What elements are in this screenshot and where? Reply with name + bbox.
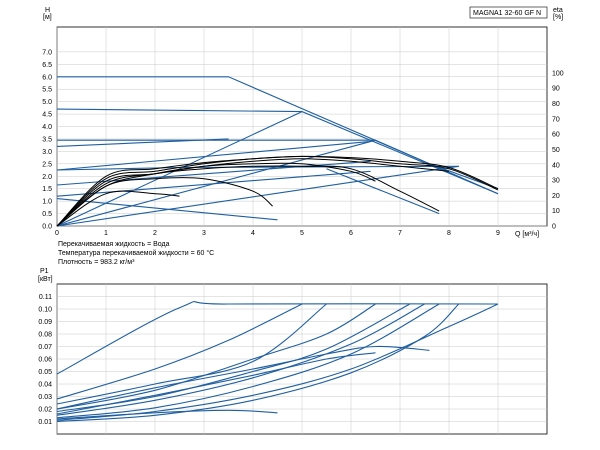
top-series-line-9 — [56, 170, 371, 197]
bottom-series-line-2 — [56, 303, 376, 410]
note-fluid: Перекачиваемая жидкость = Вода — [58, 241, 170, 248]
bottom-series-group — [56, 301, 499, 423]
bottom-series-line-7 — [56, 303, 411, 413]
top-y-tick-label: 3.0 — [42, 149, 52, 156]
top-y-axis-label-line2: [м] — [43, 14, 52, 21]
top-x-tick-label: 0 — [55, 230, 59, 237]
bottom-series-line-9 — [56, 345, 430, 410]
top-y2-tick-label: 30 — [552, 178, 560, 185]
top-y-tick-label: 1.5 — [42, 186, 52, 193]
top-y2-tick-label: 20 — [552, 193, 560, 200]
top-x-tick-label: 4 — [251, 230, 255, 237]
top-x-tick-label: 6 — [349, 230, 353, 237]
top-y2-tick-label: 70 — [552, 116, 560, 123]
bottom-series-line-0 — [56, 301, 499, 375]
top-y-tick-label: 1.0 — [42, 199, 52, 206]
bottom-y-tick-label: 0.04 — [38, 382, 52, 389]
top-x-axis-label: Q [м³/ч] — [515, 231, 539, 238]
top-series-line-14 — [56, 155, 499, 227]
top-y2-tick-label: 40 — [552, 162, 560, 169]
bottom-y-tick-labels: 0.01 0.02 0.03 0.04 0.05 0.06 0.07 0.08 0.09 0.10… — [38, 294, 52, 426]
bottom-y-tick-label: 0.09 — [38, 319, 52, 326]
bottom-series-line-10 — [56, 352, 376, 415]
bottom-series-line-11 — [56, 409, 278, 420]
top-series-line-12 — [326, 168, 440, 215]
top-x-tick-label: 2 — [153, 230, 157, 237]
top-x-tick-label: 8 — [447, 230, 451, 237]
top-y2-tick-labels: 0 10 20 30 40 50 60 70 80 90 100 — [552, 70, 564, 230]
top-y-tick-label: 0.0 — [42, 224, 52, 231]
top-y-tick-label: 6.0 — [42, 74, 52, 81]
top-x-tick-label: 9 — [496, 230, 500, 237]
top-series-line-11 — [56, 198, 278, 221]
top-y-tick-labels: 0.0 0.5 1.0 1.5 2.0 2.5 3.0 3.5 4.0 4.5 5.0 5.5 6.0 6… — [42, 49, 52, 230]
top-y2-tick-label: 10 — [552, 208, 560, 215]
bottom-series-line-1 — [56, 303, 303, 400]
bottom-series-line-6 — [56, 303, 440, 419]
top-x-tick-label: 5 — [300, 230, 304, 237]
bottom-y-tick-label: 0.02 — [38, 407, 52, 414]
bottom-series-line-8 — [56, 303, 327, 405]
top-y2-tick-label: 0 — [552, 224, 556, 231]
bottom-y-axis-label-line2: [кВт] — [38, 276, 53, 283]
top-y-tick-label: 2.0 — [42, 174, 52, 181]
top-x-tick-label: 3 — [202, 230, 206, 237]
top-series-line-6 — [56, 165, 459, 227]
bottom-series-line-3 — [56, 303, 425, 416]
top-x-tick-labels: 0 1 2 3 4 5 6 7 8 9 — [55, 230, 500, 237]
top-y2-tick-label: 100 — [552, 70, 564, 77]
bottom-series-line-5 — [56, 303, 460, 423]
top-y2-tick-label: 80 — [552, 101, 560, 108]
top-x-tick-label: 7 — [398, 230, 402, 237]
top-series-line-18 — [56, 190, 180, 227]
bottom-y-tick-label: 0.03 — [38, 394, 52, 401]
top-series-line-16 — [56, 165, 440, 227]
top-y-tick-label: 0.5 — [42, 211, 52, 218]
bottom-y-axis-label-line1: P1 — [40, 268, 49, 275]
top-y-tick-label: 2.5 — [42, 161, 52, 168]
top-y-tick-label: 5.0 — [42, 99, 52, 106]
top-y-tick-label: 4.5 — [42, 112, 52, 119]
bottom-y-tick-label: 0.05 — [38, 369, 52, 376]
top-series-line-10 — [56, 138, 229, 147]
bottom-series-line-4 — [56, 303, 499, 421]
top-series-group — [56, 76, 499, 227]
top-y-tick-label: 3.5 — [42, 136, 52, 143]
top-y2-tick-label: 90 — [552, 86, 560, 93]
note-temperature: Температура перекачиваемой жидкости = 60… — [58, 249, 214, 257]
bottom-y-tick-label: 0.01 — [38, 419, 52, 426]
top-y2-axis-label-line2: [%] — [553, 14, 563, 21]
bottom-y-tick-label: 0.06 — [38, 357, 52, 364]
top-series-line-15 — [56, 158, 450, 227]
top-y-tick-label: 7.0 — [42, 49, 52, 56]
top-y2-axis-label-line1: eta — [553, 7, 563, 14]
top-series-line-0 — [57, 76, 499, 190]
top-y-axis-label-line1: H — [45, 7, 50, 14]
bottom-y-tick-label: 0.11 — [39, 294, 52, 301]
note-density: Плотность = 983.2 кг/м³ — [58, 259, 135, 266]
top-series-line-19 — [56, 162, 376, 227]
top-y-tick-label: 6.5 — [42, 62, 52, 69]
top-y-tick-label: 4.0 — [42, 124, 52, 131]
title-box — [469, 6, 548, 19]
top-y-tick-label: 5.5 — [42, 87, 52, 94]
top-x-tick-label: 1 — [104, 230, 108, 237]
top-y2-tick-label: 50 — [552, 147, 560, 154]
top-y2-tick-label: 60 — [552, 132, 560, 139]
top-series-line-7 — [56, 140, 371, 171]
bottom-y-tick-label: 0.07 — [38, 344, 52, 351]
top-series-line-4 — [56, 111, 303, 227]
bottom-y-tick-label: 0.10 — [38, 307, 52, 314]
bottom-y-tick-label: 0.08 — [38, 332, 52, 339]
chart-title: MAGNA1 32-60 GF N — [473, 10, 541, 17]
